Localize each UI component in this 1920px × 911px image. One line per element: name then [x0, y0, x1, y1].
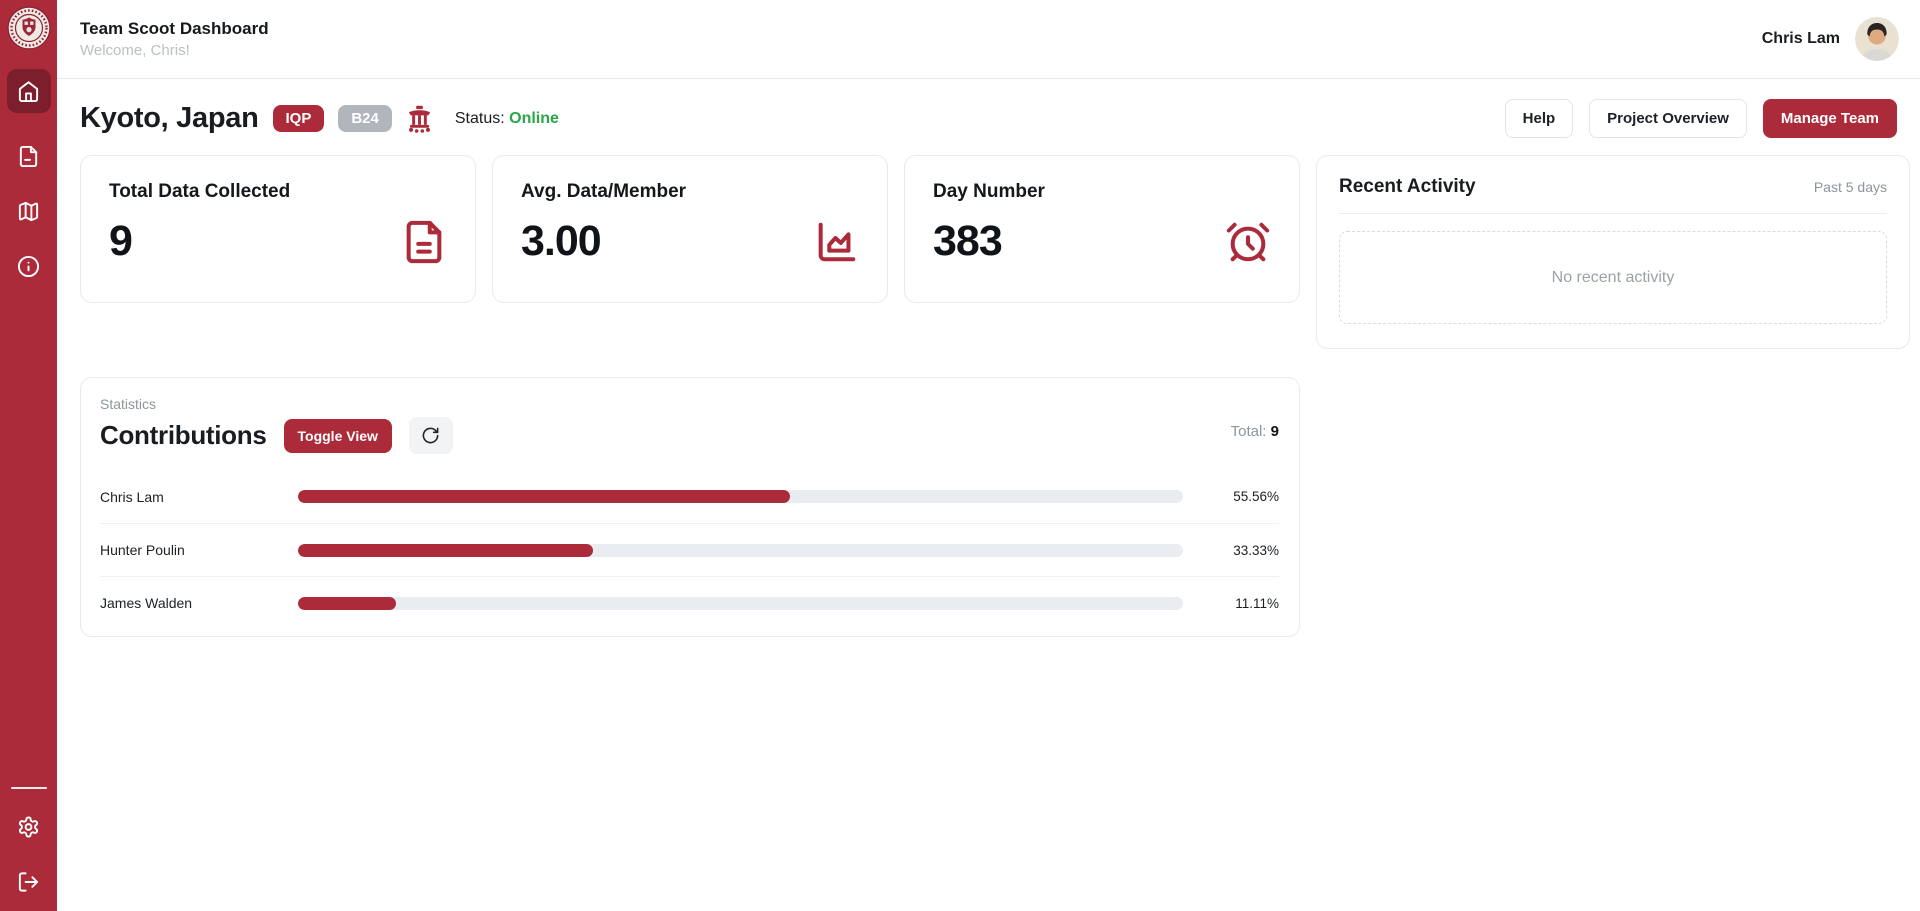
sidebar-divider — [10, 787, 47, 789]
user-name: Chris Lam — [1761, 30, 1840, 47]
stat-card-total-data: Total Data Collected 9 — [80, 155, 476, 303]
contributions-title: Contributions — [100, 420, 267, 450]
empty-state-message: No recent activity — [1551, 268, 1675, 286]
progress-bar — [298, 490, 1183, 503]
recent-activity-card: Recent Activity Past 5 days No recent ac… — [1316, 155, 1910, 349]
project-crest-icon — [406, 104, 433, 134]
contribution-row: Hunter Poulin 33.33% — [100, 523, 1279, 576]
document-icon — [19, 145, 38, 168]
help-button[interactable]: Help — [1504, 99, 1574, 138]
member-name: Hunter Poulin — [100, 542, 185, 558]
recent-activity-period: Past 5 days — [1813, 179, 1887, 195]
sidebar — [0, 0, 57, 911]
sidebar-item-settings[interactable] — [17, 815, 40, 838]
stat-label: Day Number — [933, 181, 1045, 202]
project-overview-button[interactable]: Project Overview — [1589, 99, 1747, 138]
badge-term: B24 — [338, 105, 392, 132]
stat-value: 9 — [109, 217, 133, 265]
topbar-title-block: Team Scoot Dashboard Welcome, Chris! — [80, 19, 269, 59]
page-title: Kyoto, Japan — [80, 102, 259, 134]
contributions-card: Statistics Contributions Toggle View Tot… — [80, 377, 1300, 637]
avatar-photo — [1855, 17, 1899, 61]
topbar: Team Scoot Dashboard Welcome, Chris! Chr… — [57, 0, 1920, 79]
sidebar-item-map[interactable] — [17, 200, 40, 223]
sidebar-item-info[interactable] — [17, 255, 40, 278]
user-avatar[interactable] — [1855, 17, 1899, 61]
toggle-view-button[interactable]: Toggle View — [283, 418, 392, 453]
total-label: Total: — [1230, 423, 1267, 440]
welcome-message: Welcome, Chris! — [80, 42, 190, 59]
wpi-seal-logo — [6, 6, 51, 50]
status-label: Status: — [454, 109, 505, 127]
member-name: James Walden — [100, 595, 193, 611]
page-header-actions: Help Project Overview Manage Team — [1504, 99, 1897, 138]
percent-value: 55.56% — [1233, 489, 1279, 504]
stats-row: Total Data Collected 9 Avg. Data/Member … — [80, 155, 1910, 349]
recent-activity-title: Recent Activity — [1339, 176, 1476, 197]
logout-icon — [18, 871, 39, 892]
refresh-icon — [423, 427, 439, 444]
progress-bar — [298, 596, 1183, 610]
settings-gear-icon — [18, 815, 39, 838]
progress-bar-fill — [298, 543, 593, 557]
info-icon — [17, 255, 40, 278]
total-value: 9 — [1270, 423, 1279, 440]
badge-iqp: IQP — [272, 105, 325, 132]
contribution-row: Chris Lam 55.56% — [100, 470, 1279, 523]
section-label: Statistics — [100, 396, 157, 412]
app-title: Team Scoot Dashboard — [80, 19, 269, 38]
page-header-left: Kyoto, Japan IQP B24 — [80, 102, 559, 135]
stat-value: 3.00 — [521, 217, 602, 265]
sidebar-item-logout[interactable] — [17, 870, 40, 893]
member-name: Chris Lam — [100, 488, 164, 505]
refresh-button[interactable] — [408, 417, 453, 454]
contribution-row: James Walden 11.11% — [100, 576, 1279, 629]
chart-area-icon — [813, 219, 859, 265]
status-text: Status: Online — [455, 110, 559, 128]
contributions-list: Chris Lam 55.56% Hunter Poulin 33.33% Ja… — [100, 470, 1279, 629]
contributions-header-left: Statistics Contributions Toggle View — [100, 396, 453, 454]
percent-value: 33.33% — [1233, 542, 1279, 558]
stat-value: 383 — [933, 217, 1003, 265]
file-text-icon — [401, 219, 447, 265]
status-badge: Online — [509, 109, 559, 127]
page-header: Kyoto, Japan IQP B24 — [80, 99, 1910, 138]
stat-label: Avg. Data/Member — [521, 181, 687, 202]
percent-value: 11.11% — [1235, 595, 1279, 611]
sidebar-footer — [10, 787, 47, 893]
sidebar-item-home[interactable] — [6, 69, 51, 113]
recent-activity-divider — [1339, 213, 1887, 214]
stat-card-avg-data: Avg. Data/Member 3.00 — [492, 155, 888, 303]
recent-activity-empty-state: No recent activity — [1339, 231, 1887, 324]
main-content: Kyoto, Japan IQP B24 — [57, 79, 1920, 911]
alarm-clock-icon — [1225, 219, 1271, 265]
user-menu[interactable]: Chris Lam — [1762, 17, 1899, 61]
contributions-total: Total: 9 — [1231, 423, 1279, 440]
progress-bar — [298, 543, 1183, 557]
stat-label: Total Data Collected — [109, 181, 291, 202]
sidebar-nav — [6, 69, 51, 278]
map-icon — [18, 201, 39, 222]
stat-card-day-number: Day Number 383 — [904, 155, 1300, 303]
progress-bar-fill — [298, 490, 790, 503]
content-shell: Team Scoot Dashboard Welcome, Chris! Chr… — [57, 0, 1920, 911]
manage-team-button[interactable]: Manage Team — [1762, 99, 1897, 138]
progress-bar-fill — [298, 596, 397, 610]
home-icon — [18, 80, 39, 102]
sidebar-item-documents[interactable] — [17, 145, 40, 168]
